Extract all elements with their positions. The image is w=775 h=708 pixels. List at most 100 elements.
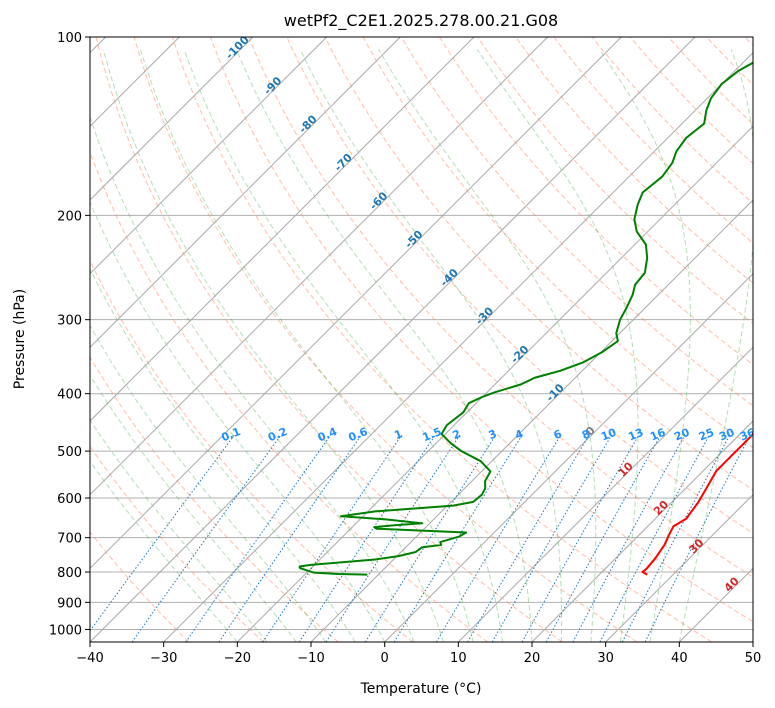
moist-adiabat — [378, 49, 597, 642]
mixing-ratio-line — [599, 434, 710, 642]
temperature-trace — [641, 431, 753, 576]
mixing-ratio-label: 16 — [648, 426, 667, 444]
moist-adiabat — [598, 49, 691, 642]
isotherm — [531, 420, 753, 642]
mixing-ratio-label: 36 — [738, 426, 757, 444]
isotherms — [90, 37, 753, 642]
dry-adiabat — [90, 150, 488, 642]
moist-adiabat — [90, 200, 386, 642]
mixing-ratio-label: 25 — [697, 426, 716, 444]
moist-adiabat — [476, 49, 639, 642]
dry-adiabat — [90, 259, 414, 642]
moist-adiabat — [90, 267, 356, 642]
dewpoint-trace — [298, 61, 753, 576]
mixing-ratio-line — [90, 434, 235, 632]
isotherm — [90, 37, 401, 349]
moist-adiabat — [183, 49, 504, 642]
dry-adiabat — [90, 356, 339, 642]
mixing-ratio-line — [262, 434, 403, 642]
isotherm — [457, 346, 753, 642]
y-tick-label: 200 — [57, 209, 82, 224]
y-axis-ticks: 100 200 300 400 500 600 700 800 900 1000 — [49, 31, 90, 638]
moist-adiabats — [90, 49, 753, 642]
mixing-ratio-label: 2 — [451, 427, 463, 442]
isotherm — [90, 37, 549, 496]
dry-adiabat — [95, 37, 563, 642]
dry-adiabat — [553, 37, 753, 244]
mixing-ratio-label: 30 — [717, 426, 736, 444]
dry-adiabat — [133, 37, 638, 642]
moist-adiabat — [139, 49, 474, 642]
mixing-ratio-line — [435, 434, 562, 642]
isotherm — [90, 37, 696, 642]
isotherm — [310, 199, 753, 642]
y-tick-label: 400 — [57, 388, 82, 403]
dry-adiabat — [248, 37, 753, 578]
mixing-ratio-line — [545, 434, 662, 642]
mixing-ratio-line — [131, 434, 282, 642]
y-tick-label: 700 — [57, 532, 82, 547]
mixing-ratio-line — [491, 434, 613, 642]
plot-frame — [89, 36, 754, 643]
isotherm — [90, 37, 254, 201]
y-tick-label: 100 — [57, 31, 82, 46]
mixing-ratio-lines — [90, 434, 751, 642]
mixing-ratio-labels: 0.1 0.2 0.4 0.6 1 1.5 2 3 4 6 8 10 13 16 20 25 30 36 — [219, 425, 757, 445]
mixing-ratio-line — [185, 434, 331, 642]
moist-adiabat — [90, 324, 327, 642]
moist-adiabat — [236, 49, 533, 642]
y-tick-label: 500 — [57, 445, 82, 460]
x-tick-label: −20 — [224, 651, 251, 666]
dry-adiabat — [90, 531, 190, 642]
moist-adiabat — [90, 115, 415, 642]
mixing-ratio-label: 10 — [599, 426, 618, 444]
isotherm — [605, 493, 753, 642]
dry-adiabat — [400, 37, 753, 407]
mixing-ratio-line — [621, 434, 731, 642]
x-axis-label: Temperature (°C) — [360, 681, 482, 697]
moist-adiabat — [102, 49, 445, 642]
dry-adiabat — [171, 37, 712, 642]
mixing-ratio-label: 8 — [580, 427, 592, 442]
x-tick-label: 10 — [450, 651, 467, 666]
y-tick-label: 600 — [57, 492, 82, 507]
x-tick-label: 30 — [597, 651, 614, 666]
x-tick-label: −40 — [76, 651, 103, 666]
mixing-ratio-line — [521, 434, 640, 642]
mixing-ratio-line — [572, 434, 686, 642]
isotherm — [384, 272, 753, 642]
x-tick-label: 20 — [524, 651, 541, 666]
sounding-traces — [298, 61, 753, 576]
isotherm — [90, 37, 475, 422]
x-tick-label: 50 — [745, 651, 762, 666]
mixing-ratio-label: 13 — [626, 426, 645, 444]
x-tick-label: 40 — [671, 651, 688, 666]
x-tick-label: −10 — [297, 651, 324, 666]
moist-adiabat — [90, 419, 268, 642]
mixing-ratio-label: 3 — [487, 427, 499, 442]
dry-adiabat — [324, 37, 753, 491]
isotherm — [90, 37, 328, 275]
y-tick-label: 800 — [57, 566, 82, 581]
y-axis-label: Pressure (hPa) — [12, 289, 28, 389]
dry-adiabat — [439, 37, 753, 366]
mixing-ratio-line — [325, 434, 461, 642]
isotherm — [90, 37, 622, 570]
pressure-gridlines — [90, 37, 753, 630]
mixing-ratio-line — [364, 434, 497, 642]
moist-adiabat — [299, 49, 563, 642]
dry-adiabat — [477, 37, 753, 325]
y-tick-label: 1000 — [49, 623, 82, 638]
moist-adiabat — [90, 460, 238, 642]
mixing-ratio-label: 20 — [672, 426, 691, 444]
y-tick-label: 900 — [57, 596, 82, 611]
mixing-ratio-line — [298, 434, 436, 642]
x-tick-label: −30 — [150, 651, 177, 666]
dry-adiabats — [90, 37, 753, 642]
plot-area: -100-90-80-70-60-50-40-30-20-10010203040… — [90, 37, 757, 642]
dry-adiabat — [210, 37, 753, 623]
x-axis-ticks: −40 −30 −20 −10 0 10 20 30 40 50 — [76, 642, 761, 666]
mixing-ratio-line — [644, 434, 751, 642]
x-tick-label: 0 — [381, 651, 389, 666]
